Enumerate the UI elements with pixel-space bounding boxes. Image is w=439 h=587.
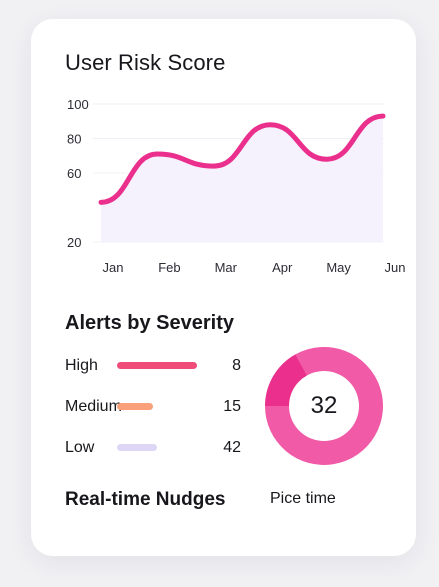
severity-count: 8 — [232, 357, 241, 374]
severity-bar-low — [117, 444, 157, 451]
donut-total-value: 32 — [310, 392, 338, 419]
donut-segment-light — [265, 347, 383, 465]
severity-bar-high — [117, 362, 197, 369]
severity-track — [117, 403, 197, 410]
x-axis-ticks: Jan Feb Mar Apr May Jun — [103, 260, 406, 275]
nudges-time-link[interactable]: Pice time — [270, 490, 336, 507]
severity-label: Medium — [65, 398, 122, 415]
x-tick-label: Jan — [103, 260, 124, 275]
severity-row-high: High 8 — [65, 356, 241, 376]
alerts-section-title: Alerts by Severity — [65, 312, 234, 334]
x-tick-label: May — [326, 260, 351, 275]
x-tick-label: Apr — [272, 260, 293, 275]
severity-bar-medium — [117, 403, 153, 410]
risk-score-chart: 20 60 80 100 Jan Feb Mar Apr May Jun — [67, 97, 406, 275]
y-tick-label: 80 — [67, 132, 81, 147]
x-tick-label: Mar — [215, 260, 238, 275]
y-tick-label: 60 — [67, 166, 81, 181]
severity-row-medium: Medium 15 — [65, 397, 241, 417]
alerts-donut-chart — [265, 347, 383, 465]
severity-label: Low — [65, 439, 95, 456]
donut-segment-dark — [265, 354, 308, 406]
y-tick-label: 100 — [67, 97, 89, 112]
risk-dashboard-card: User Risk Score 20 60 80 100 Jan Feb Mar Apr Ma… — [31, 19, 416, 556]
risk-score-line — [98, 113, 386, 205]
severity-row-low: Low 42 — [65, 438, 241, 458]
page-title: User Risk Score — [65, 50, 226, 75]
severity-count: 15 — [223, 398, 241, 415]
severity-label: High — [65, 357, 98, 374]
risk-area-fill — [101, 116, 383, 242]
y-axis-ticks: 20 60 80 100 — [67, 97, 89, 250]
y-tick-label: 20 — [67, 235, 81, 250]
severity-count: 42 — [223, 439, 241, 456]
severity-track — [117, 362, 197, 369]
x-tick-label: Jun — [385, 260, 406, 275]
x-tick-label: Feb — [158, 260, 180, 275]
severity-track — [117, 444, 197, 451]
nudges-section-title: Real-time Nudges — [65, 489, 226, 510]
